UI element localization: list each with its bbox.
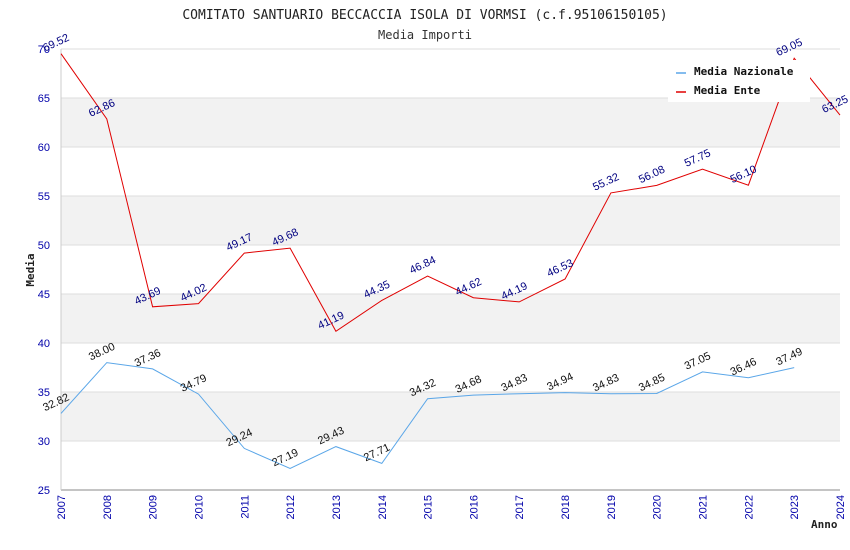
grid-band: [61, 196, 840, 245]
y-tick-label: 65: [38, 93, 50, 105]
x-tick-label: 2012: [285, 495, 297, 519]
y-tick-label: 55: [38, 191, 50, 203]
data-label: 69.05: [774, 37, 804, 60]
x-axis-label: Anno: [811, 518, 838, 531]
data-label: 57.75: [683, 147, 713, 170]
x-tick-label: 2010: [193, 495, 205, 519]
y-tick-label: 60: [38, 142, 50, 154]
x-tick-labels: 2007 2008 2009 2010 2011 2012 2013 2014 2015 2016…: [56, 495, 847, 519]
data-label: 36.46: [729, 356, 759, 379]
data-label: 38.00: [87, 341, 117, 364]
data-label: 37.36: [133, 347, 163, 370]
x-tick-label: 2018: [560, 495, 572, 519]
series-line-media-ente: [60, 53, 841, 333]
x-tick-label: 2008: [102, 495, 114, 519]
grid-band: [61, 392, 840, 441]
x-tick-label: 2007: [56, 495, 68, 519]
x-tick-label: 2022: [743, 495, 755, 519]
grid-band: [61, 98, 840, 147]
y-tick-label: 40: [38, 338, 50, 350]
y-tick-label: 70: [38, 44, 50, 56]
legend: Media Nazionale Media Ente: [668, 60, 810, 102]
data-label: 55.32: [591, 171, 621, 194]
data-label: 56.10: [729, 163, 759, 186]
data-label: 46.84: [408, 254, 438, 277]
gridlines: [61, 48, 840, 442]
x-tick-label: 2011: [239, 495, 251, 519]
legend-label-media-nazionale: Media Nazionale: [694, 65, 794, 78]
x-tick-label: 2016: [468, 495, 480, 519]
data-label: 34.94: [545, 371, 575, 394]
x-tick-label: 2014: [377, 495, 389, 519]
y-tick-label: 30: [38, 436, 50, 448]
legend-box: [668, 60, 810, 102]
x-tick-label: 2023: [789, 495, 801, 519]
series-line-media-nazionale: [60, 362, 795, 470]
y-tick-labels: 25 30 35 40 45 50 55 60 65 70: [38, 44, 50, 497]
chart-subtitle: Media Importi: [378, 28, 472, 42]
chart-title: COMITATO SANTUARIO BECCACCIA ISOLA DI VO…: [182, 8, 667, 23]
y-tick-label: 35: [38, 387, 50, 399]
data-label: 34.83: [499, 372, 529, 395]
data-label: 69.52: [41, 32, 71, 55]
y-tick-label: 50: [38, 240, 50, 252]
x-tick-label: 2021: [698, 495, 710, 519]
data-label: 37.49: [774, 346, 804, 369]
series-lines: [60, 53, 841, 470]
data-label: 34.83: [591, 372, 621, 395]
plot-background-bands: [61, 98, 840, 441]
legend-label-media-ente: Media Ente: [694, 84, 761, 97]
data-label: 37.05: [683, 350, 713, 373]
y-tick-label: 45: [38, 289, 50, 301]
x-tick-label: 2019: [606, 495, 618, 519]
x-tick-label: 2013: [331, 495, 343, 519]
x-tick-label: 2017: [514, 495, 526, 519]
y-axis-label: Media: [24, 253, 37, 286]
data-label: 56.08: [637, 164, 667, 187]
x-tick-label: 2015: [423, 495, 435, 519]
x-tick-label: 2009: [148, 495, 160, 519]
grid-band: [61, 294, 840, 343]
data-label: 27.71: [362, 442, 392, 465]
data-label: 46.53: [545, 257, 575, 280]
y-tick-label: 25: [38, 485, 50, 497]
x-tick-label: 2024: [835, 495, 847, 519]
x-tick-label: 2020: [652, 495, 664, 519]
